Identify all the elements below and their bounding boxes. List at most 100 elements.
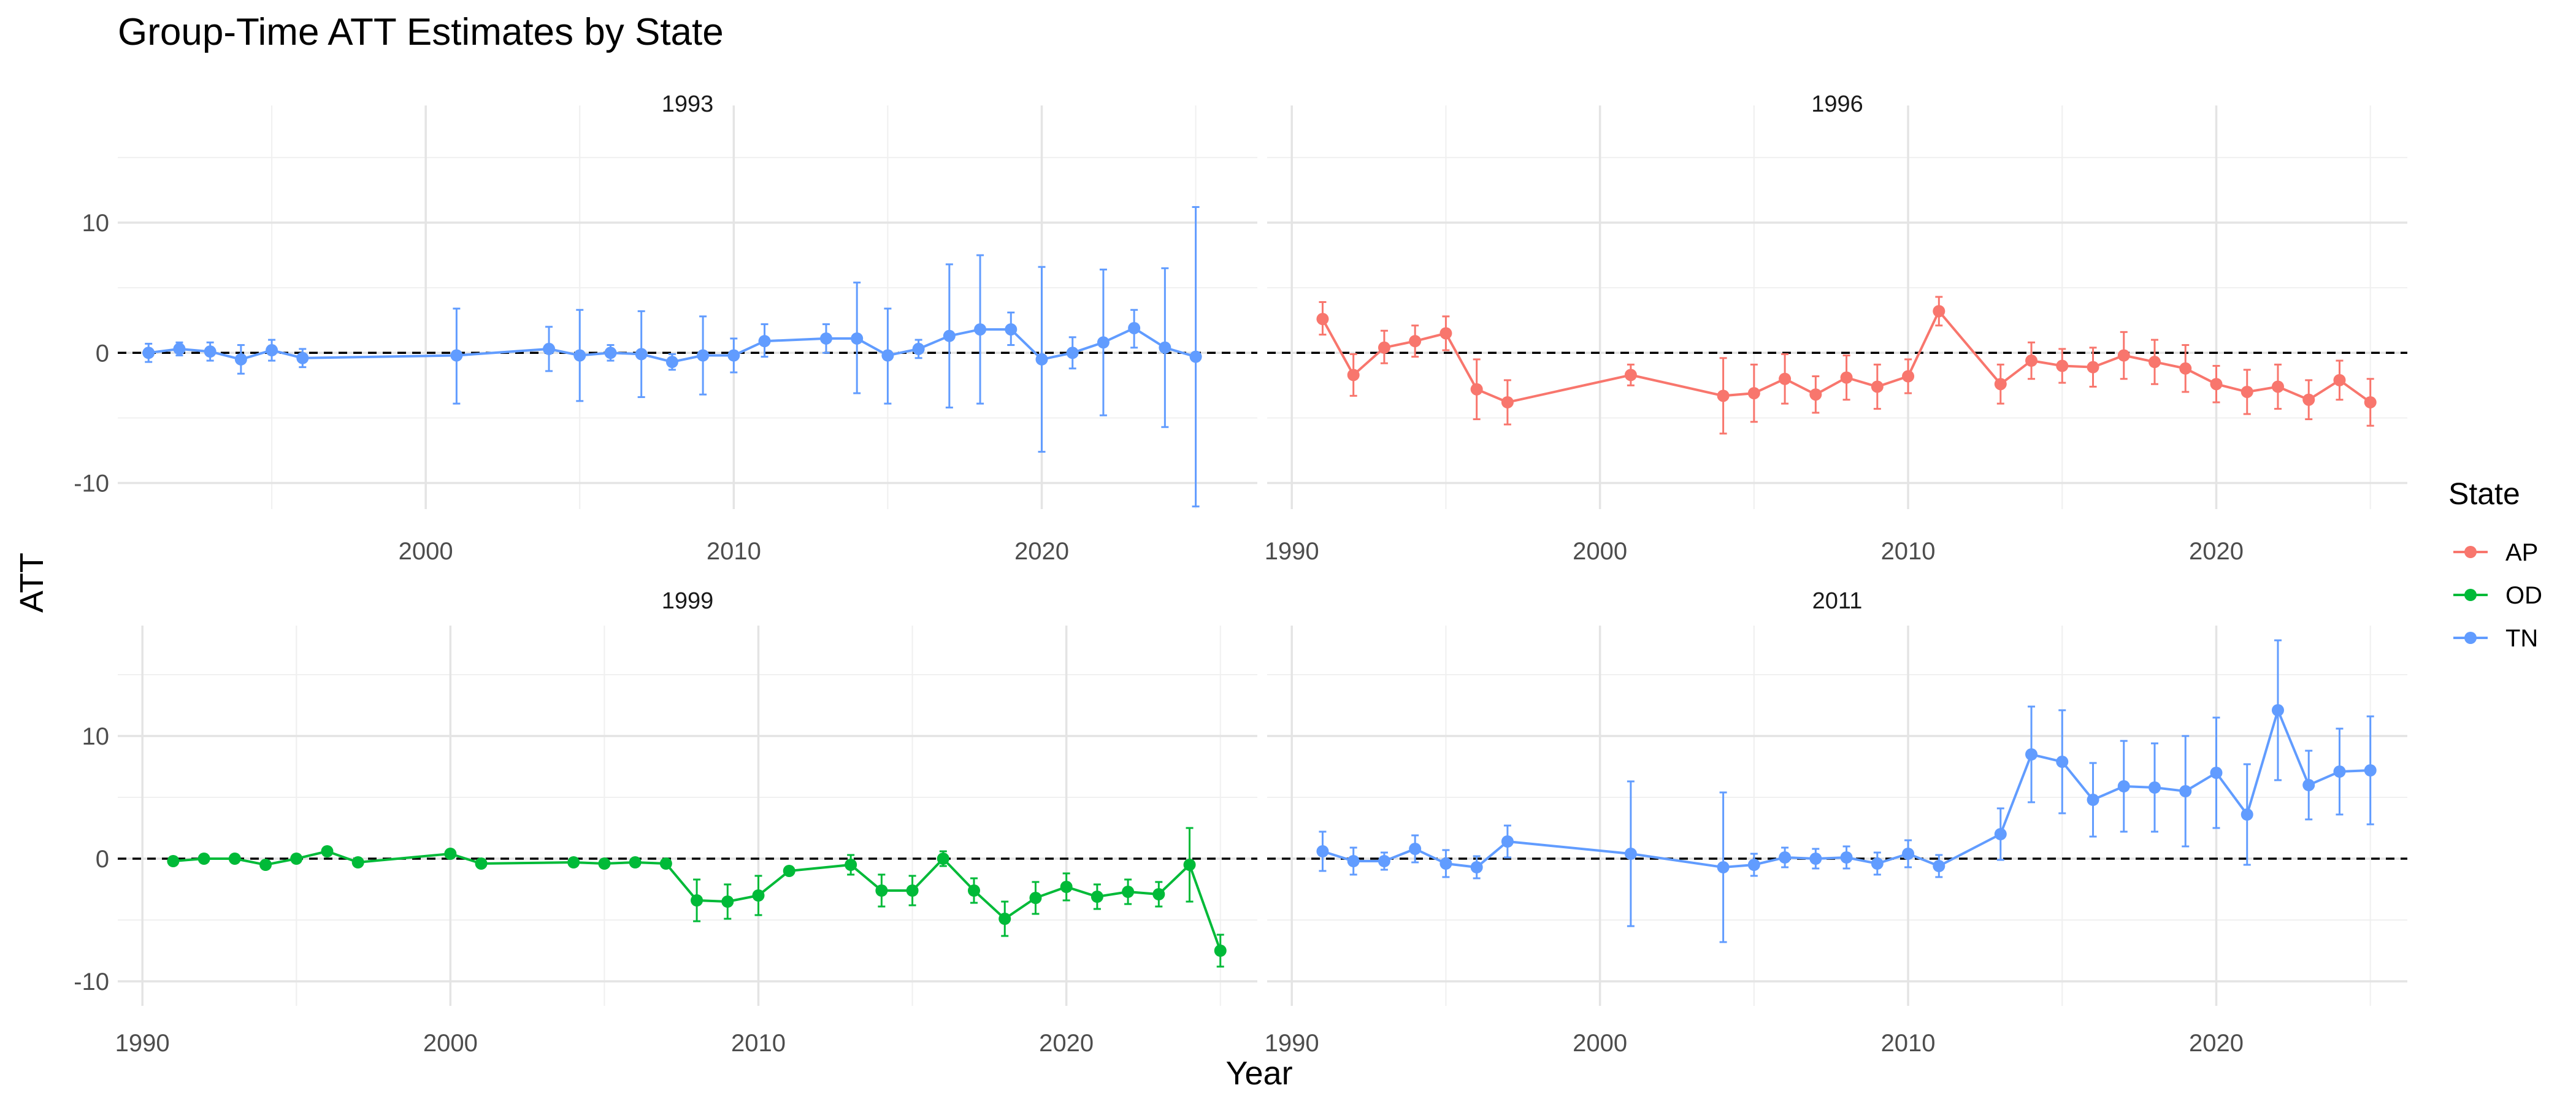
data-point [2364,396,2377,408]
data-point [142,347,155,359]
data-point [2364,764,2377,776]
data-point [999,913,1011,925]
data-point [2056,756,2069,768]
panel-label: 1996 [1811,91,1863,117]
data-point [173,342,186,355]
legend-title: State [2448,477,2520,511]
x-tick-label: 2010 [731,1030,786,1057]
data-point [234,353,247,366]
data-point [1779,851,1792,864]
data-point [2179,362,2192,375]
data-point [1994,378,2007,391]
x-tick-label: 2000 [1573,538,1627,565]
data-point [1378,341,1390,354]
data-point [2087,361,2099,374]
data-point [290,853,303,865]
y-tick-label: -10 [74,968,109,995]
data-point [259,859,272,871]
data-point [1902,370,1915,383]
legend-key-point [2464,589,2477,601]
x-tick-label: 2010 [1881,1030,1936,1057]
data-point [1214,945,1227,957]
data-point [1779,372,1792,385]
x-tick-label: 1990 [1265,1030,1319,1057]
legend: State AP OD TN [2448,477,2542,652]
data-point [968,884,981,897]
data-point [819,332,832,345]
data-point [635,348,648,361]
data-point [604,347,617,359]
data-point [1347,855,1360,867]
data-point [2117,780,2130,792]
panel-1996: 1996 1990 2000 2010 2020 [1265,91,2407,565]
data-point [727,349,740,362]
data-point [543,342,556,355]
data-point [1717,861,1730,873]
x-tick-label: 2000 [399,538,453,565]
data-point [659,857,672,870]
panel-1993: 1993 -10 0 10 2000 2010 2020 [74,91,1257,565]
x-tick-label: 1990 [115,1030,170,1057]
data-point [2025,748,2038,761]
data-point [758,335,771,348]
x-tick-label: 2010 [1881,538,1936,565]
series-line-TN [1322,706,2371,869]
data-point [444,848,457,860]
data-point [845,859,857,871]
data-point [875,884,888,897]
data-point [937,853,949,865]
data-point [2149,356,2161,369]
data-point [1624,848,1637,860]
data-point [1029,892,1042,904]
data-point [752,889,765,902]
y-tick-label: 10 [82,210,110,237]
data-point [1624,369,1637,381]
panel-label: 2011 [1812,588,1863,614]
data-point [1809,853,1822,865]
x-tick-label: 2020 [1039,1030,1094,1057]
data-point [1840,851,1853,864]
data-point [906,884,919,897]
data-point [2210,767,2223,779]
data-point [1747,859,1760,871]
data-point [1871,380,1884,393]
y-tick-label: -10 [74,470,109,497]
data-point [1809,388,1822,401]
data-point [573,349,586,362]
series-line-TN [148,326,1197,364]
legend-label-TN: TN [2505,625,2538,652]
x-tick-label: 2020 [2189,1030,2244,1057]
legend-entries: AP OD TN [2453,539,2542,652]
data-point [296,351,309,364]
y-tick-label: 0 [96,846,109,873]
data-point [783,865,795,877]
y-tick-label: 10 [82,723,110,750]
y-axis-title: ATT [13,553,50,613]
data-point [204,345,217,358]
data-point [2271,380,2284,393]
data-point [1902,848,1915,860]
data-point [1933,860,1945,872]
chart-title: Group-Time ATT Estimates by State [118,11,724,53]
data-point [1378,855,1390,867]
data-point [629,856,642,868]
data-point [1159,341,1171,354]
data-point [1409,335,1422,348]
data-point [1005,323,1018,336]
panel-1999: 1999 -10 0 10 1990 2000 2010 2020 [74,588,1257,1057]
data-point [943,329,956,342]
data-point [1152,888,1165,900]
data-point [167,855,180,867]
data-point [1470,861,1483,873]
x-tick-label: 1990 [1265,538,1319,565]
data-point [1871,857,1884,870]
data-point [1994,828,2007,840]
data-point [1035,353,1048,366]
data-point [2149,781,2161,794]
data-point [1717,389,1730,402]
y-tick-label: 0 [96,340,109,367]
data-point [665,356,678,369]
